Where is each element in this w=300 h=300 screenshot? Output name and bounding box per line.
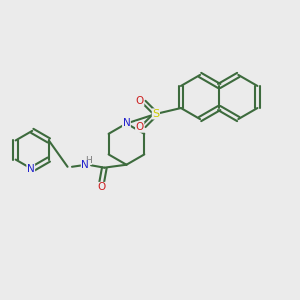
Text: H: H (85, 155, 92, 164)
Text: N: N (123, 118, 130, 128)
Text: O: O (136, 96, 144, 106)
Text: S: S (152, 109, 160, 119)
Text: N: N (27, 164, 34, 174)
Text: N: N (81, 160, 89, 170)
Text: O: O (97, 182, 106, 192)
Text: O: O (136, 122, 144, 132)
